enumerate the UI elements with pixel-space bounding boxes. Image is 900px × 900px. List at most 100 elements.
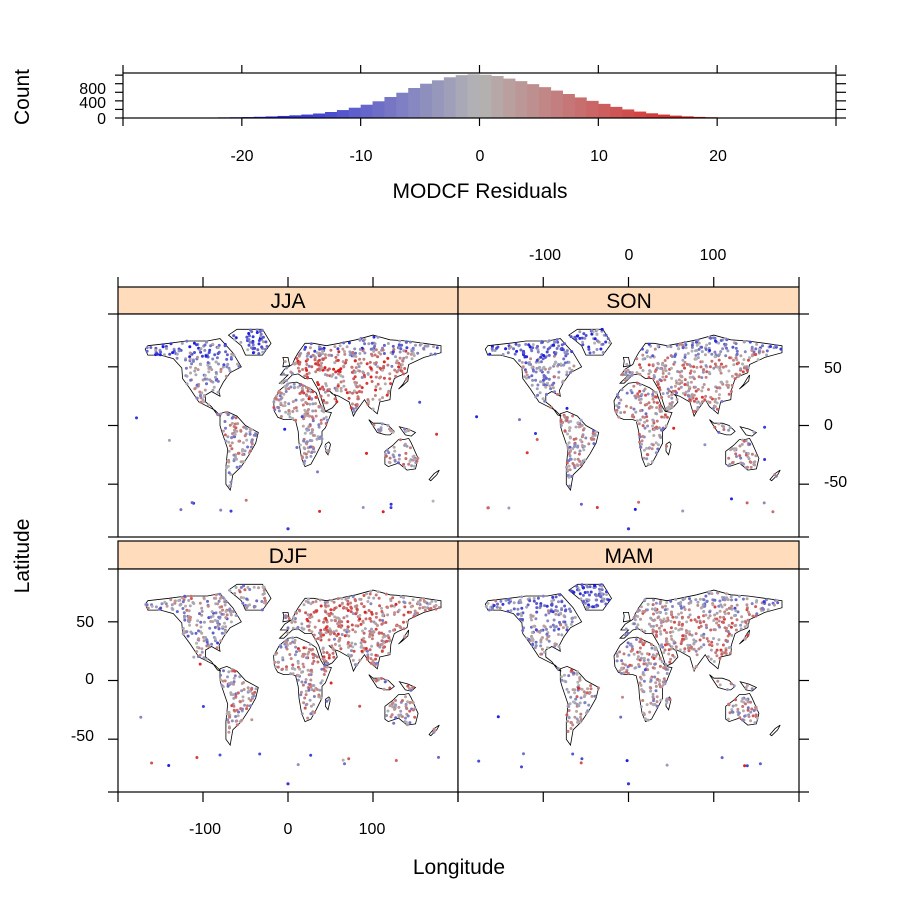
station-point bbox=[670, 376, 674, 380]
station-point bbox=[361, 339, 365, 343]
station-point bbox=[384, 454, 388, 458]
station-point bbox=[363, 640, 367, 644]
station-point bbox=[718, 656, 722, 660]
station-point bbox=[658, 683, 662, 686]
station-point bbox=[350, 365, 354, 369]
station-point bbox=[331, 372, 335, 376]
station-point bbox=[536, 350, 540, 354]
station-point bbox=[670, 396, 674, 400]
map-xtick-label-top-3: 100 bbox=[700, 247, 727, 264]
station-point bbox=[553, 644, 557, 648]
station-point bbox=[311, 445, 315, 449]
station-point bbox=[168, 352, 172, 356]
station-point bbox=[555, 347, 559, 350]
station-point bbox=[313, 625, 317, 629]
station-point bbox=[295, 627, 299, 631]
station-point bbox=[202, 400, 206, 404]
station-point bbox=[381, 619, 385, 622]
station-point bbox=[616, 393, 620, 397]
station-point bbox=[549, 405, 553, 409]
station-point bbox=[670, 637, 674, 641]
station-point bbox=[720, 362, 723, 366]
station-point bbox=[719, 350, 723, 354]
station-point bbox=[575, 670, 579, 674]
station-point bbox=[712, 660, 716, 663]
station-point bbox=[654, 681, 658, 685]
station-point bbox=[309, 712, 313, 716]
station-point bbox=[232, 680, 236, 684]
station-point bbox=[353, 370, 357, 374]
hist-xtick-label-5: 20 bbox=[709, 148, 727, 165]
station-point bbox=[737, 361, 740, 365]
station-point bbox=[437, 606, 441, 610]
station-point bbox=[206, 604, 210, 608]
station-point bbox=[579, 597, 583, 601]
station-point bbox=[755, 716, 759, 720]
station-point bbox=[512, 347, 515, 351]
station-point bbox=[362, 631, 366, 635]
hist-ytick-label-400: 400 bbox=[79, 95, 106, 112]
station-point bbox=[652, 434, 656, 437]
station-point bbox=[722, 428, 726, 431]
station-point bbox=[317, 425, 321, 429]
station-point bbox=[160, 602, 164, 606]
station-point bbox=[338, 622, 342, 626]
station-point bbox=[244, 498, 248, 502]
station-point bbox=[314, 414, 318, 418]
station-point bbox=[367, 596, 371, 600]
station-point bbox=[539, 629, 543, 632]
station-point bbox=[661, 375, 665, 379]
station-point bbox=[224, 616, 228, 620]
station-point bbox=[234, 694, 238, 698]
station-point bbox=[591, 434, 595, 438]
station-point bbox=[641, 353, 645, 357]
station-point bbox=[677, 620, 681, 624]
station-point bbox=[406, 352, 410, 355]
station-point bbox=[727, 646, 731, 650]
station-point bbox=[687, 385, 691, 389]
station-point bbox=[568, 366, 572, 370]
station-point bbox=[248, 340, 252, 344]
station-point bbox=[159, 350, 163, 354]
station-point bbox=[236, 362, 239, 366]
station-point bbox=[332, 367, 336, 371]
station-point bbox=[311, 647, 315, 651]
station-point bbox=[654, 654, 658, 658]
station-point bbox=[615, 659, 619, 663]
station-point bbox=[254, 432, 258, 436]
station-point bbox=[656, 344, 660, 348]
station-point bbox=[392, 445, 396, 449]
station-point bbox=[181, 607, 185, 610]
station-point bbox=[243, 434, 247, 438]
station-point bbox=[568, 484, 572, 488]
station-point bbox=[743, 714, 747, 718]
station-point bbox=[581, 340, 585, 344]
station-point bbox=[755, 599, 759, 603]
station-point bbox=[413, 612, 417, 616]
station-point bbox=[576, 720, 580, 724]
station-point bbox=[294, 406, 298, 410]
station-point bbox=[411, 701, 415, 704]
station-point bbox=[187, 609, 191, 613]
station-point bbox=[779, 347, 783, 351]
coastline bbox=[622, 357, 631, 368]
station-point bbox=[663, 366, 667, 370]
station-point bbox=[165, 604, 169, 608]
station-point bbox=[616, 395, 620, 399]
station-point bbox=[651, 397, 655, 401]
station-point bbox=[527, 637, 531, 641]
station-point bbox=[397, 705, 401, 709]
station-point bbox=[135, 416, 138, 420]
station-point bbox=[206, 361, 210, 365]
station-point bbox=[735, 352, 739, 356]
station-point bbox=[404, 702, 408, 706]
station-point bbox=[663, 413, 667, 417]
station-point bbox=[600, 588, 604, 592]
station-point bbox=[660, 619, 664, 623]
station-point bbox=[211, 631, 215, 635]
station-point bbox=[573, 715, 577, 719]
station-point bbox=[319, 628, 323, 632]
station-point bbox=[297, 608, 301, 612]
station-point bbox=[308, 642, 312, 646]
station-point bbox=[604, 340, 608, 344]
